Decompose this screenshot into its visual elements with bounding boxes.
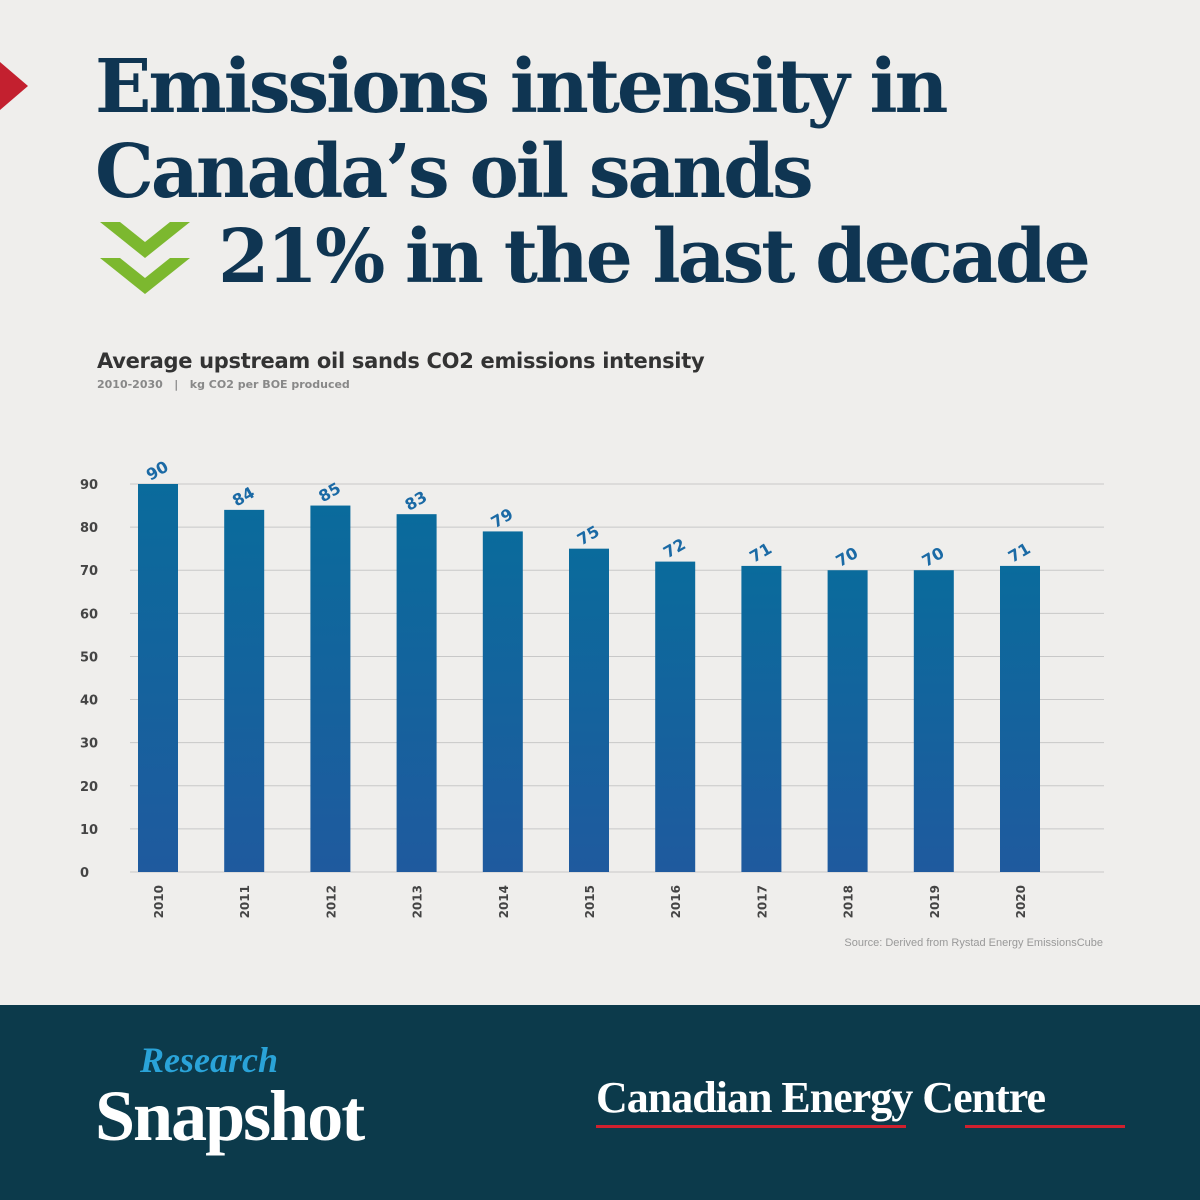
y-tick-label: 20 xyxy=(80,780,98,795)
red-triangle-marker xyxy=(0,62,28,110)
y-tick-label: 0 xyxy=(80,866,89,881)
y-tick-label: 30 xyxy=(80,737,98,752)
org-underline-right xyxy=(965,1125,1125,1128)
data-label: 70 xyxy=(919,543,948,571)
x-tick-label: 2018 xyxy=(842,885,856,918)
x-tick-label: 2013 xyxy=(411,885,425,918)
bar-2010 xyxy=(138,484,178,872)
data-label: 71 xyxy=(1005,539,1034,567)
data-label: 85 xyxy=(315,478,344,506)
chart-title: Average upstream oil sands CO2 emissions… xyxy=(97,349,705,373)
x-tick-label: 2015 xyxy=(583,885,597,918)
data-label: 72 xyxy=(660,535,689,563)
chart-source: Source: Derived from Rystad Energy Emiss… xyxy=(844,937,1103,949)
bar-2019 xyxy=(913,570,954,872)
x-tick-label: 2019 xyxy=(928,885,942,918)
bar-2013 xyxy=(396,514,437,872)
bar-2018 xyxy=(827,570,868,872)
y-tick-label: 40 xyxy=(80,694,98,709)
bar-2016 xyxy=(655,561,696,872)
y-tick-label: 10 xyxy=(80,823,98,838)
x-tick-label: 2012 xyxy=(324,885,338,918)
data-label: 79 xyxy=(488,504,517,532)
org-name: Canadian Energy Centre xyxy=(596,1073,1046,1122)
brand-research: Research xyxy=(140,1040,278,1080)
footer xyxy=(0,1005,1200,1200)
y-tick-label: 90 xyxy=(80,478,98,493)
headline-line3: 21% in the last decade xyxy=(218,214,1091,300)
y-tick-label: 80 xyxy=(80,521,98,536)
bar-2014 xyxy=(482,531,523,872)
data-label: 71 xyxy=(746,539,775,567)
bar-2011 xyxy=(224,509,265,872)
headline-line2: Canada’s oil sands xyxy=(95,129,814,215)
y-tick-label: 60 xyxy=(80,607,98,622)
x-tick-label: 2014 xyxy=(497,885,511,918)
data-label: 90 xyxy=(143,457,172,485)
x-tick-label: 2010 xyxy=(152,885,166,918)
bar-2015 xyxy=(569,548,609,872)
x-tick-label: 2017 xyxy=(755,885,769,918)
org-underline-left xyxy=(596,1125,906,1128)
bar-2012 xyxy=(310,505,351,872)
x-tick-label: 2020 xyxy=(1014,885,1028,918)
chart-subtitle: 2010-2030 | kg CO2 per BOE produced xyxy=(97,378,350,391)
data-label: 75 xyxy=(574,522,603,550)
y-tick-label: 50 xyxy=(80,650,98,665)
bar-chart: 0 10 20 30 40 50 60 70 80 90 90 2010 84 2011 85 2012 83 2… xyxy=(80,457,1104,918)
data-label: 70 xyxy=(832,543,861,571)
bar-2020 xyxy=(1000,565,1040,872)
data-label: 84 xyxy=(229,483,258,511)
headline-line1: Emissions intensity in xyxy=(95,44,948,130)
y-tick-label: 70 xyxy=(80,564,98,579)
data-label: 83 xyxy=(401,487,430,515)
brand-snapshot: Snapshot xyxy=(95,1076,365,1156)
x-tick-label: 2016 xyxy=(669,885,683,918)
double-chevron-down-icon xyxy=(100,222,190,294)
bar-2017 xyxy=(741,565,782,872)
x-tick-label: 2011 xyxy=(238,885,252,918)
